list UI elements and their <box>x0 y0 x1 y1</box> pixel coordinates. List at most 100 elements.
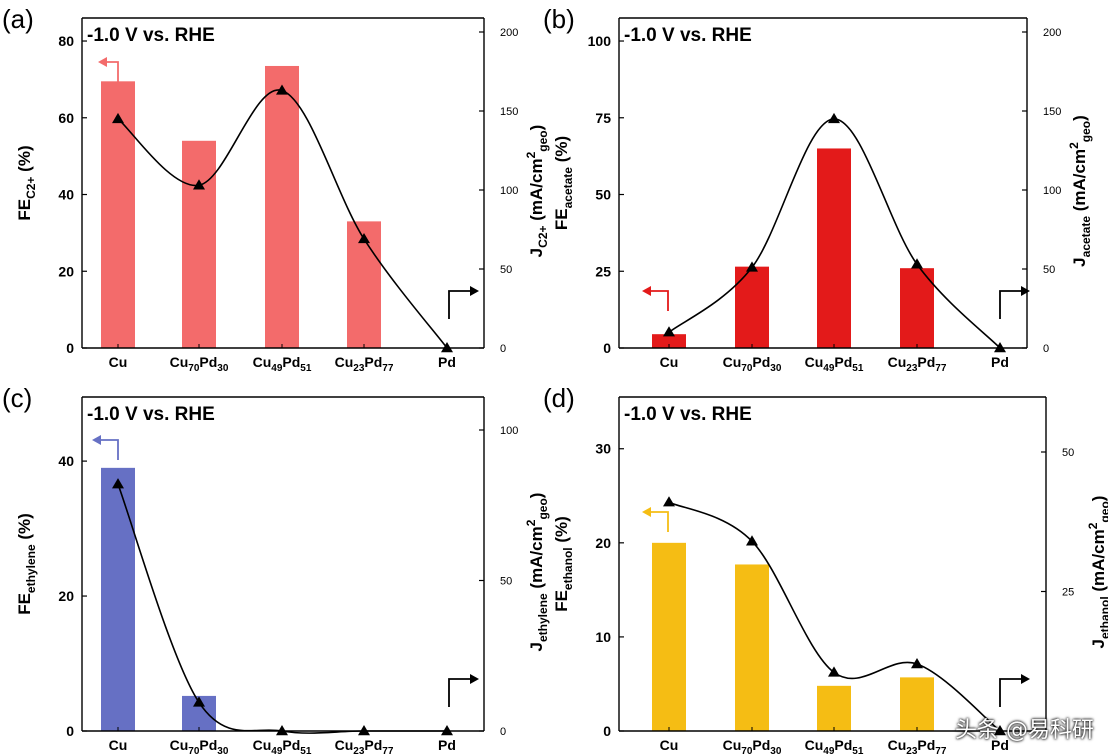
y-axis-label-right: Jacetate (mA/cm2geo) <box>1067 115 1093 267</box>
category-label: Cu70Pd30 <box>723 737 782 754</box>
series-line <box>117 483 447 734</box>
line-point-1 <box>746 261 758 272</box>
right-tick-label: 150 <box>1043 106 1061 118</box>
right-tick-label: 0 <box>500 343 506 355</box>
line-point-3 <box>358 232 370 244</box>
left-tick-label: 20 <box>58 588 74 604</box>
watermark: 头条 @易科研 <box>955 718 1094 743</box>
left-arrow-head-icon <box>642 286 651 296</box>
category-label: Pd <box>991 354 1009 370</box>
bar-3 <box>900 677 934 731</box>
line-point-0 <box>112 112 124 124</box>
right-tick-label: 50 <box>500 264 512 276</box>
category-label: Cu70Pd30 <box>723 354 782 374</box>
line-point-4 <box>994 342 1006 353</box>
right-axis-arrow <box>999 678 1024 707</box>
right-arrow-head-icon <box>1021 674 1030 684</box>
left-tick-label: 40 <box>58 187 74 203</box>
left-arrow-head-icon <box>92 435 101 445</box>
left-tick-label: 40 <box>58 453 74 469</box>
left-axis-arrow <box>648 290 669 311</box>
right-arrow-head-icon <box>470 286 479 296</box>
line-point-2 <box>276 84 288 95</box>
line-point-4 <box>441 342 453 353</box>
line-point-3 <box>911 258 923 269</box>
line-point-0 <box>663 496 675 507</box>
bar-2 <box>817 685 851 731</box>
y-axis-label-right: JC2+ (mA/cm2geo) <box>524 125 550 258</box>
bar-0 <box>101 467 135 731</box>
category-label: Cu23Pd77 <box>335 737 394 754</box>
line-point-2 <box>828 112 840 124</box>
left-tick-label: 75 <box>595 110 611 126</box>
category-label: Cu49Pd51 <box>253 737 312 754</box>
bar-1 <box>735 564 769 731</box>
category-label: Cu23Pd77 <box>335 354 394 374</box>
category-label: Cu <box>660 737 679 753</box>
left-tick-label: 0 <box>66 723 74 739</box>
annotation: -1.0 V vs. RHE <box>87 25 215 46</box>
category-label: Pd <box>438 354 456 370</box>
bar-1 <box>735 266 769 348</box>
line-point-0 <box>112 478 124 489</box>
category-label: Cu <box>660 354 679 370</box>
annotation: -1.0 V vs. RHE <box>624 25 752 46</box>
left-tick-label: 30 <box>595 441 611 457</box>
y-axis-label-left: FEC2+ (%) <box>15 145 38 220</box>
line-point-3 <box>358 725 370 736</box>
left-tick-label: 0 <box>603 340 611 356</box>
line-point-3 <box>911 658 923 669</box>
left-tick-label: 20 <box>58 263 74 279</box>
line-point-0 <box>663 326 675 337</box>
line-point-4 <box>441 725 453 736</box>
right-tick-label: 200 <box>500 27 518 39</box>
category-label: Cu49Pd51 <box>805 354 864 374</box>
right-axis-arrow <box>999 290 1024 319</box>
bar-0 <box>101 81 135 348</box>
chart-panel-c: 0 20 40 0 50 100 Cu Cu70Pd30 Cu49Pd51 Cu23Pd77 Pd -… <box>2 383 550 754</box>
bar-3 <box>900 268 934 348</box>
right-tick-label: 0 <box>500 726 506 738</box>
category-label: Pd <box>991 737 1009 753</box>
right-tick-label: 50 <box>1062 447 1074 459</box>
right-tick-label: 200 <box>1043 27 1061 39</box>
line-point-1 <box>193 696 205 707</box>
category-label: Cu70Pd30 <box>170 354 229 374</box>
line-point-2 <box>276 725 288 736</box>
bar-2 <box>265 65 299 348</box>
category-label: Pd <box>438 737 456 753</box>
line-point-4 <box>994 725 1006 736</box>
left-arrow-head-icon <box>642 507 651 517</box>
right-tick-label: 100 <box>500 425 518 437</box>
left-tick-label: 60 <box>58 110 74 126</box>
panel-label: (a) <box>2 4 34 34</box>
chart-panel-d: 0 10 20 30 25 50 Cu Cu70Pd30 Cu49Pd51 Cu23Pd77 Pd -… <box>543 383 1108 754</box>
right-tick-label: 100 <box>1043 185 1061 197</box>
annotation: -1.0 V vs. RHE <box>624 404 752 425</box>
left-tick-label: 0 <box>603 723 611 739</box>
y-axis-label-right: Jethanol (mA/cm2geo) <box>1086 496 1108 649</box>
annotation: -1.0 V vs. RHE <box>87 404 215 425</box>
y-axis-label-right: Jethylene (mA/cm2geo) <box>524 493 550 652</box>
bar-0 <box>652 334 686 348</box>
left-axis-arrow <box>104 61 119 82</box>
chart-panel-a: 0 20 40 60 80 0 50 100 150 200 Cu Cu70Pd30 Cu49Pd51 C… <box>2 4 550 374</box>
category-label: Cu <box>109 737 128 753</box>
left-tick-label: 0 <box>66 340 74 356</box>
right-arrow-head-icon <box>470 674 479 684</box>
line-point-1 <box>193 179 205 190</box>
left-tick-label: 50 <box>595 187 611 203</box>
category-label: Cu70Pd30 <box>170 737 229 754</box>
left-tick-label: 25 <box>595 263 611 279</box>
line-point-1 <box>746 535 758 546</box>
right-axis-arrow <box>448 678 473 707</box>
left-arrow-head-icon <box>98 57 107 67</box>
right-tick-label: 50 <box>1043 264 1055 276</box>
right-arrow-head-icon <box>1021 286 1030 296</box>
line-point-2 <box>828 666 840 677</box>
right-tick-label: 0 <box>1043 343 1049 355</box>
left-tick-label: 100 <box>588 33 612 49</box>
left-axis-arrow <box>648 511 669 532</box>
left-tick-label: 10 <box>595 629 611 645</box>
y-axis-label-left: FEethanol (%) <box>552 516 575 612</box>
